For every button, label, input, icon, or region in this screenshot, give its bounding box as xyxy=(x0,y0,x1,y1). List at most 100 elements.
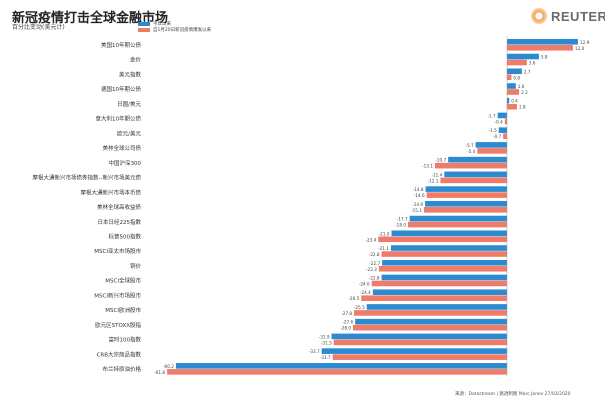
category-label: 金价 xyxy=(130,56,142,64)
legend-item-since-jan20: 自1月20日新冠疫情爆发以来 xyxy=(138,27,211,33)
bar-since-jan20 xyxy=(440,177,507,184)
data-label: -24.4 xyxy=(360,290,371,295)
bar-since-jan20 xyxy=(371,280,507,287)
legend-item-ytd: 今年以来 xyxy=(138,21,211,27)
category-label: 标普500指数 xyxy=(109,232,142,240)
data-label: -21.0 xyxy=(379,231,390,236)
bar-ytd xyxy=(507,39,578,45)
data-label: -11.4 xyxy=(431,172,442,177)
data-label: -0.4 xyxy=(495,119,504,124)
bar-ytd xyxy=(444,171,507,178)
bar-since-jan20 xyxy=(507,74,512,81)
bar-ytd xyxy=(497,112,507,119)
bar-ytd xyxy=(366,304,507,310)
bar-ytd xyxy=(321,348,507,354)
bar-ytd xyxy=(507,97,510,104)
data-label: -5.7 xyxy=(465,143,474,148)
data-label: -33.7 xyxy=(309,349,320,354)
data-label: 5.8 xyxy=(541,55,548,60)
data-label: -5.4 xyxy=(467,149,476,154)
reuters-sun-icon xyxy=(531,8,547,24)
data-label: 2.7 xyxy=(524,69,531,74)
data-label: -27.8 xyxy=(341,311,352,316)
legend-swatch xyxy=(138,22,150,26)
bar-since-jan20 xyxy=(381,251,507,257)
data-label: -10.7 xyxy=(435,158,446,163)
category-label: 欧元/美元 xyxy=(117,129,141,137)
data-label: -61.8 xyxy=(154,370,165,375)
category-label: 日本日经225指数 xyxy=(98,218,142,226)
category-label: 富时100指数 xyxy=(109,336,142,344)
data-label: -60.2 xyxy=(163,364,174,369)
data-label: -23.3 xyxy=(366,267,377,272)
category-label: 美林全球高收益债 xyxy=(97,203,142,211)
legend-label: 今年以来 xyxy=(153,22,171,27)
data-label: -23.4 xyxy=(365,237,376,242)
bar-since-jan20 xyxy=(426,192,507,198)
data-label: 3.6 xyxy=(529,61,536,66)
bar-ytd xyxy=(390,245,507,251)
data-label: -21.1 xyxy=(378,246,389,251)
category-label: MSCI欧洲股市 xyxy=(105,306,141,314)
bar-ytd xyxy=(175,363,507,369)
bar-since-jan20 xyxy=(507,59,527,66)
category-label: 中国沪深300 xyxy=(109,159,142,167)
category-label: 日圆/美元 xyxy=(117,100,141,108)
bar-since-jan20 xyxy=(434,162,507,169)
bar-since-jan20 xyxy=(507,89,520,95)
data-label: -1.5 xyxy=(489,128,498,133)
category-label: MSCI亚太市场股市 xyxy=(94,247,141,255)
data-label: 12.0 xyxy=(575,46,585,51)
data-label: -14.6 xyxy=(414,193,425,198)
bar-since-jan20 xyxy=(167,369,507,375)
data-label: -31.7 xyxy=(320,355,331,360)
data-label: -14.9 xyxy=(412,202,423,207)
category-label: 摩根大通新兴市场债券指数--新兴市场美元债 xyxy=(33,174,142,182)
data-label: -17.7 xyxy=(397,217,408,222)
data-label: 0.8 xyxy=(513,75,520,80)
category-label: MSCI全球股市 xyxy=(105,277,141,285)
category-label: 欧元区STOXX股指 xyxy=(95,321,141,329)
data-label: 1.6 xyxy=(518,84,525,89)
bar-ytd xyxy=(448,156,507,163)
chart-subtitle: 百分比变动(美元计) xyxy=(12,24,65,31)
bar-since-jan20 xyxy=(503,133,507,139)
bar-ytd xyxy=(498,127,507,133)
chart-title: 新冠疫情打击全球金融市场 xyxy=(12,11,169,26)
source-note: 来源：Datastream | 路透制图 Marc Jones 27/03/20… xyxy=(455,392,571,397)
data-label: -22.8 xyxy=(369,252,380,257)
category-label: 美林全球公司债 xyxy=(102,144,141,152)
category-label: 美国10年期公债 xyxy=(101,41,141,49)
bar-ytd xyxy=(425,201,507,207)
data-label: -18.0 xyxy=(395,223,406,228)
reuters-logo: REUTERS xyxy=(531,8,605,24)
bar-ytd xyxy=(382,259,507,266)
category-label: 铜价 xyxy=(130,262,142,270)
legend-label: 自1月20日新冠疫情爆发以来 xyxy=(153,28,212,33)
bar-since-jan20 xyxy=(477,148,507,154)
category-label: 意大利10年期公债 xyxy=(96,115,142,123)
bar-since-jan20 xyxy=(353,324,507,331)
data-label: 1.8 xyxy=(519,105,526,110)
bar-ytd xyxy=(372,289,507,296)
bar-ytd xyxy=(391,230,507,237)
data-label: -13.1 xyxy=(422,164,433,169)
bar-ytd xyxy=(381,274,507,281)
data-label: -0.7 xyxy=(493,134,502,139)
bar-ytd xyxy=(355,318,507,325)
bar-since-jan20 xyxy=(333,339,507,346)
bar-ytd xyxy=(331,333,507,340)
bar-since-jan20 xyxy=(423,207,507,213)
bar-since-jan20 xyxy=(378,265,507,272)
bar-ytd xyxy=(425,186,507,192)
data-label: 0.4 xyxy=(511,99,518,104)
bar-ytd xyxy=(507,68,522,75)
data-label: -28.0 xyxy=(340,326,351,331)
data-label: -25.5 xyxy=(354,305,365,310)
bar-since-jan20 xyxy=(361,295,507,302)
data-label: -26.5 xyxy=(348,296,359,301)
data-label: -15.1 xyxy=(411,208,422,213)
category-label: 摩根大通新兴市场本币债 xyxy=(80,188,141,196)
category-label: 德国10年期公债 xyxy=(101,85,141,93)
bar-since-jan20 xyxy=(504,118,507,125)
